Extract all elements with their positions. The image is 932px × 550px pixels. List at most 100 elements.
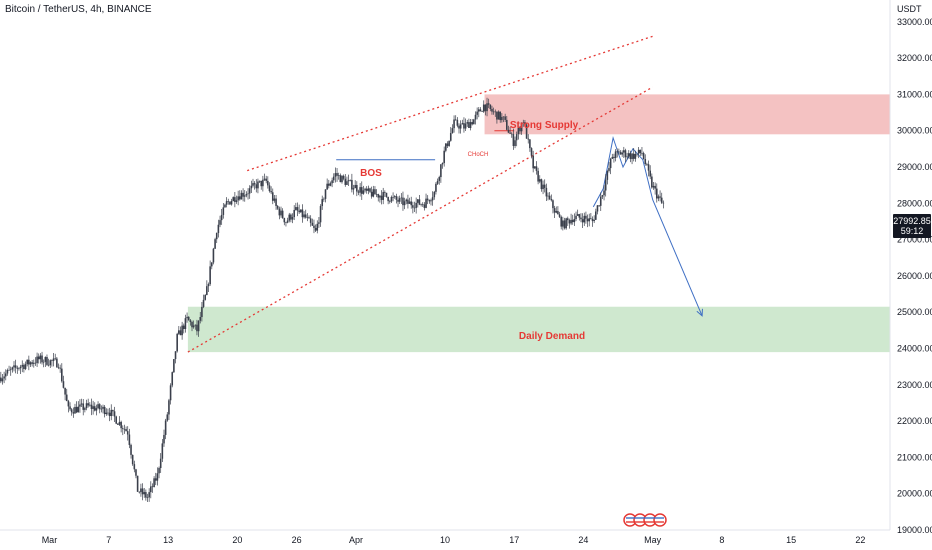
candle-body [379,195,381,198]
candle-body [644,159,647,164]
candle [390,195,393,203]
candle-body [268,185,271,192]
candle-body [482,104,485,112]
candle-body [527,138,530,140]
candle-body [141,488,144,495]
candle [247,188,249,200]
candle-body [436,180,439,184]
candle-body [28,359,30,365]
zone-strong-supply[interactable] [484,94,890,135]
candle-body [220,214,223,221]
candle [552,199,554,214]
candle-body [537,170,539,182]
candle [398,195,401,204]
wedge-lower-line[interactable] [187,86,654,353]
candle [538,175,541,184]
y-tick-label: 21000.00 [897,452,932,462]
candle [402,191,404,211]
price-axis[interactable] [891,0,932,530]
candle-body [560,216,562,227]
candle [248,185,251,199]
candle [494,109,497,117]
candle-body [591,218,594,222]
candle [229,201,231,205]
candle [417,199,419,208]
candle [23,363,25,373]
candle-body [168,400,170,415]
candle [36,352,38,368]
candle-body [161,443,164,459]
candle-body [341,175,343,183]
candle-body [291,217,294,220]
us-flag-icon[interactable] [653,513,667,527]
candle [608,161,610,173]
symbol-title[interactable]: Bitcoin / TetherUS, 4h, BINANCE [5,4,152,15]
candle [634,150,637,162]
candle-body [451,128,454,134]
candle-body [417,199,419,203]
candle-body [65,394,68,402]
candle-body [232,197,235,202]
candle-body [501,116,503,121]
candle [189,318,192,326]
y-tick-label: 19000.00 [897,525,932,535]
y-tick-label: 27000.00 [897,235,932,245]
candle-body [603,190,605,196]
candle-body [463,123,465,129]
candle [606,169,609,185]
candle [413,201,416,213]
candle-body [649,170,651,177]
candle-body [593,219,595,222]
candle-body [130,444,132,455]
candle [496,111,498,124]
candle [428,199,431,204]
candle-body [359,187,361,193]
candle-body [207,284,210,287]
candle [56,357,58,368]
candle-body [184,318,187,330]
candle-body [466,122,469,124]
projection-line[interactable] [592,135,703,316]
candle [420,203,422,207]
y-tick-label: 31000.00 [897,89,932,99]
economic-events-icons[interactable] [623,513,667,527]
candle-body [375,194,378,195]
candle [626,152,628,160]
candle [182,323,185,334]
candle-body [77,406,80,413]
candle [535,161,538,175]
candle [243,190,246,202]
candle [1,373,4,385]
candle [173,359,175,373]
candle [548,192,551,201]
candle-body [107,412,109,414]
candle-body [323,198,325,200]
candle-body [306,217,309,218]
x-tick-label: 22 [855,535,865,545]
candle-body [585,215,587,219]
candle [156,467,159,486]
candle-body [626,156,628,158]
candle-body [102,406,104,409]
zone-daily-demand[interactable] [187,306,890,353]
candle [9,366,12,376]
candle-body [372,189,375,197]
candle [267,176,269,189]
candle [644,154,647,166]
candle [550,194,553,202]
candle-body [267,180,269,186]
candle [405,198,408,205]
candle [438,175,441,185]
candle-body [42,361,45,363]
candle [329,181,332,187]
wedge-upper-line[interactable] [246,35,653,172]
candle [242,188,244,202]
candle-body [491,108,493,112]
candle-body [52,358,55,361]
candle-body [573,219,576,223]
candle [260,180,263,190]
candle-body [44,357,47,362]
candle-body [440,164,442,178]
candle-body [405,199,408,202]
